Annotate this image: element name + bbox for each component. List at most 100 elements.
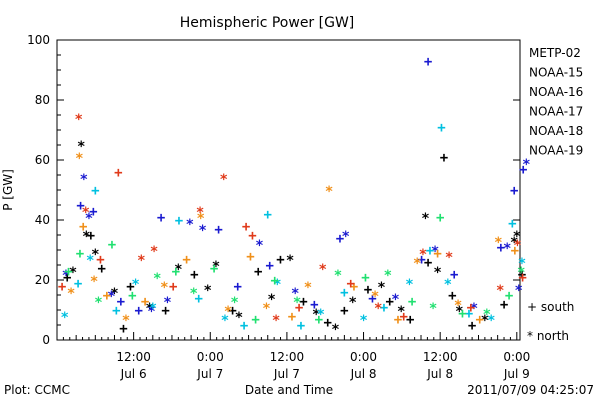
data-point-noaa-15: * <box>515 283 523 299</box>
y-axis-label: P [GW] <box>1 169 15 211</box>
x-tick-label-date: Jul 6 <box>120 367 147 381</box>
data-point-noaa-17: + <box>271 273 279 289</box>
data-point-metp-02: * <box>377 280 385 296</box>
data-point-noaa-17: + <box>76 246 84 262</box>
data-point-noaa-19: + <box>295 300 303 316</box>
data-point-noaa-19: * <box>74 112 82 128</box>
data-point-metp-02: + <box>228 303 236 319</box>
y-tick-label: 100 <box>27 33 50 47</box>
data-point-noaa-18: * <box>454 298 462 314</box>
data-point-noaa-16: * <box>317 307 325 323</box>
x-tick-label-date: Jul 7 <box>273 367 300 381</box>
data-point-noaa-19: * <box>150 244 158 260</box>
data-point-metp-02: * <box>82 229 90 245</box>
data-point-noaa-19: + <box>400 309 408 325</box>
data-point-noaa-15: + <box>76 198 84 214</box>
data-point-metp-02: + <box>406 312 414 328</box>
data-point-metp-02: + <box>386 294 394 310</box>
y-tick-label: 0 <box>42 333 50 347</box>
legend-entry-noaa-16: NOAA-16 <box>529 85 583 99</box>
data-point-noaa-15: + <box>417 252 425 268</box>
data-point-noaa-18: + <box>511 243 519 259</box>
data-point-metp-02: * <box>397 304 405 320</box>
data-point-noaa-18: * <box>304 280 312 296</box>
data-point-metp-02: * <box>331 322 339 338</box>
data-point-noaa-15: + <box>265 258 273 274</box>
data-point-noaa-18: + <box>141 294 149 310</box>
data-point-noaa-17: * <box>517 265 525 281</box>
data-point-metp-02: * <box>421 211 429 227</box>
data-point-noaa-19: + <box>518 270 526 286</box>
data-point-noaa-17: + <box>458 306 466 322</box>
data-point-metp-02: * <box>212 259 220 275</box>
data-point-noaa-18: * <box>371 289 379 305</box>
data-point-noaa-16: * <box>359 313 367 329</box>
data-point-metp-02: * <box>145 301 153 317</box>
data-point-noaa-19: * <box>513 238 521 254</box>
data-point-metp-02: * <box>174 262 182 278</box>
y-axis: 0 20 40 60 80 100 <box>27 33 520 347</box>
data-point-noaa-15: * <box>431 244 439 260</box>
x-tick-label-time: 12:00 <box>423 350 458 364</box>
data-point-noaa-16: + <box>437 120 445 136</box>
legend-entry-noaa-15: NOAA-15 <box>529 66 583 80</box>
data-point-noaa-17: + <box>505 288 513 304</box>
x-tick-label-time: 0:00 <box>197 350 224 364</box>
data-point-noaa-19: * <box>272 313 280 329</box>
data-point-noaa-15: * <box>62 268 70 284</box>
data-point-noaa-19: * <box>219 172 227 188</box>
data-point-metp-02: + <box>468 318 476 334</box>
data-point-noaa-15: + <box>424 54 432 70</box>
data-point-metp-02: * <box>235 310 243 326</box>
data-point-noaa-17: + <box>64 264 72 280</box>
data-point-metp-02: + <box>440 150 448 166</box>
data-point-noaa-18: * <box>75 151 83 167</box>
chart-title: Hemispheric Power [GW] <box>180 15 355 31</box>
data-point-noaa-17: * <box>384 268 392 284</box>
data-point-noaa-18: + <box>394 312 402 328</box>
data-point-noaa-15: + <box>135 303 143 319</box>
data-point-noaa-17: * <box>293 295 301 311</box>
data-point-metp-02: * <box>433 265 441 281</box>
data-point-noaa-16: * <box>131 277 139 293</box>
data-point-noaa-17: * <box>483 307 491 323</box>
data-point-noaa-16: + <box>195 291 203 307</box>
x-axis-label: Date and Time <box>245 383 333 397</box>
marker-legend: + south * north <box>527 300 574 343</box>
data-point-noaa-16: + <box>465 306 473 322</box>
data-point-noaa-17: * <box>153 271 161 287</box>
data-point-noaa-17: + <box>436 210 444 226</box>
data-point-noaa-15: + <box>519 162 527 178</box>
x-axis: 12:00 Jul 6 0:00 Jul 7 12:00 Jul 7 0:00 Jul 8 12… <box>62 332 530 381</box>
data-point-noaa-19: + <box>347 276 355 292</box>
x-tick-label-time: 0:00 <box>350 350 377 364</box>
data-point-metp-02: * <box>455 304 463 320</box>
data-point-metp-02: + <box>424 255 432 271</box>
data-point-noaa-18: * <box>262 301 270 317</box>
data-point-metp-02: + <box>119 321 127 337</box>
data-point-noaa-16: + <box>340 285 348 301</box>
data-point-noaa-18: + <box>79 219 87 235</box>
data-point-noaa-15: * <box>163 295 171 311</box>
data-point-noaa-18: + <box>182 252 190 268</box>
data-point-noaa-19: * <box>496 283 504 299</box>
data-point-noaa-15: + <box>157 210 165 226</box>
data-point-noaa-15: * <box>522 157 530 173</box>
data-point-noaa-17: * <box>334 268 342 284</box>
marker-legend-south: + south <box>527 300 574 314</box>
legend-entry-noaa-19: NOAA-19 <box>529 144 583 158</box>
data-point-noaa-19: * <box>419 247 427 263</box>
plot-timestamp: 2011/07/09 04:25:07 <box>467 383 594 397</box>
data-point-noaa-18: * <box>67 286 75 302</box>
y-tick-label: 60 <box>35 153 50 167</box>
data-point-noaa-15: + <box>234 279 242 295</box>
data-point-noaa-15: + <box>214 222 222 238</box>
x-tick-label-date: Jul 8 <box>350 367 377 381</box>
data-point-noaa-19: * <box>196 205 204 221</box>
data-point-noaa-17: * <box>94 295 102 311</box>
data-point-noaa-16: * <box>273 277 281 293</box>
data-point-noaa-15: * <box>470 301 478 317</box>
data-point-noaa-19: + <box>114 165 122 181</box>
data-point-noaa-15: + <box>368 291 376 307</box>
